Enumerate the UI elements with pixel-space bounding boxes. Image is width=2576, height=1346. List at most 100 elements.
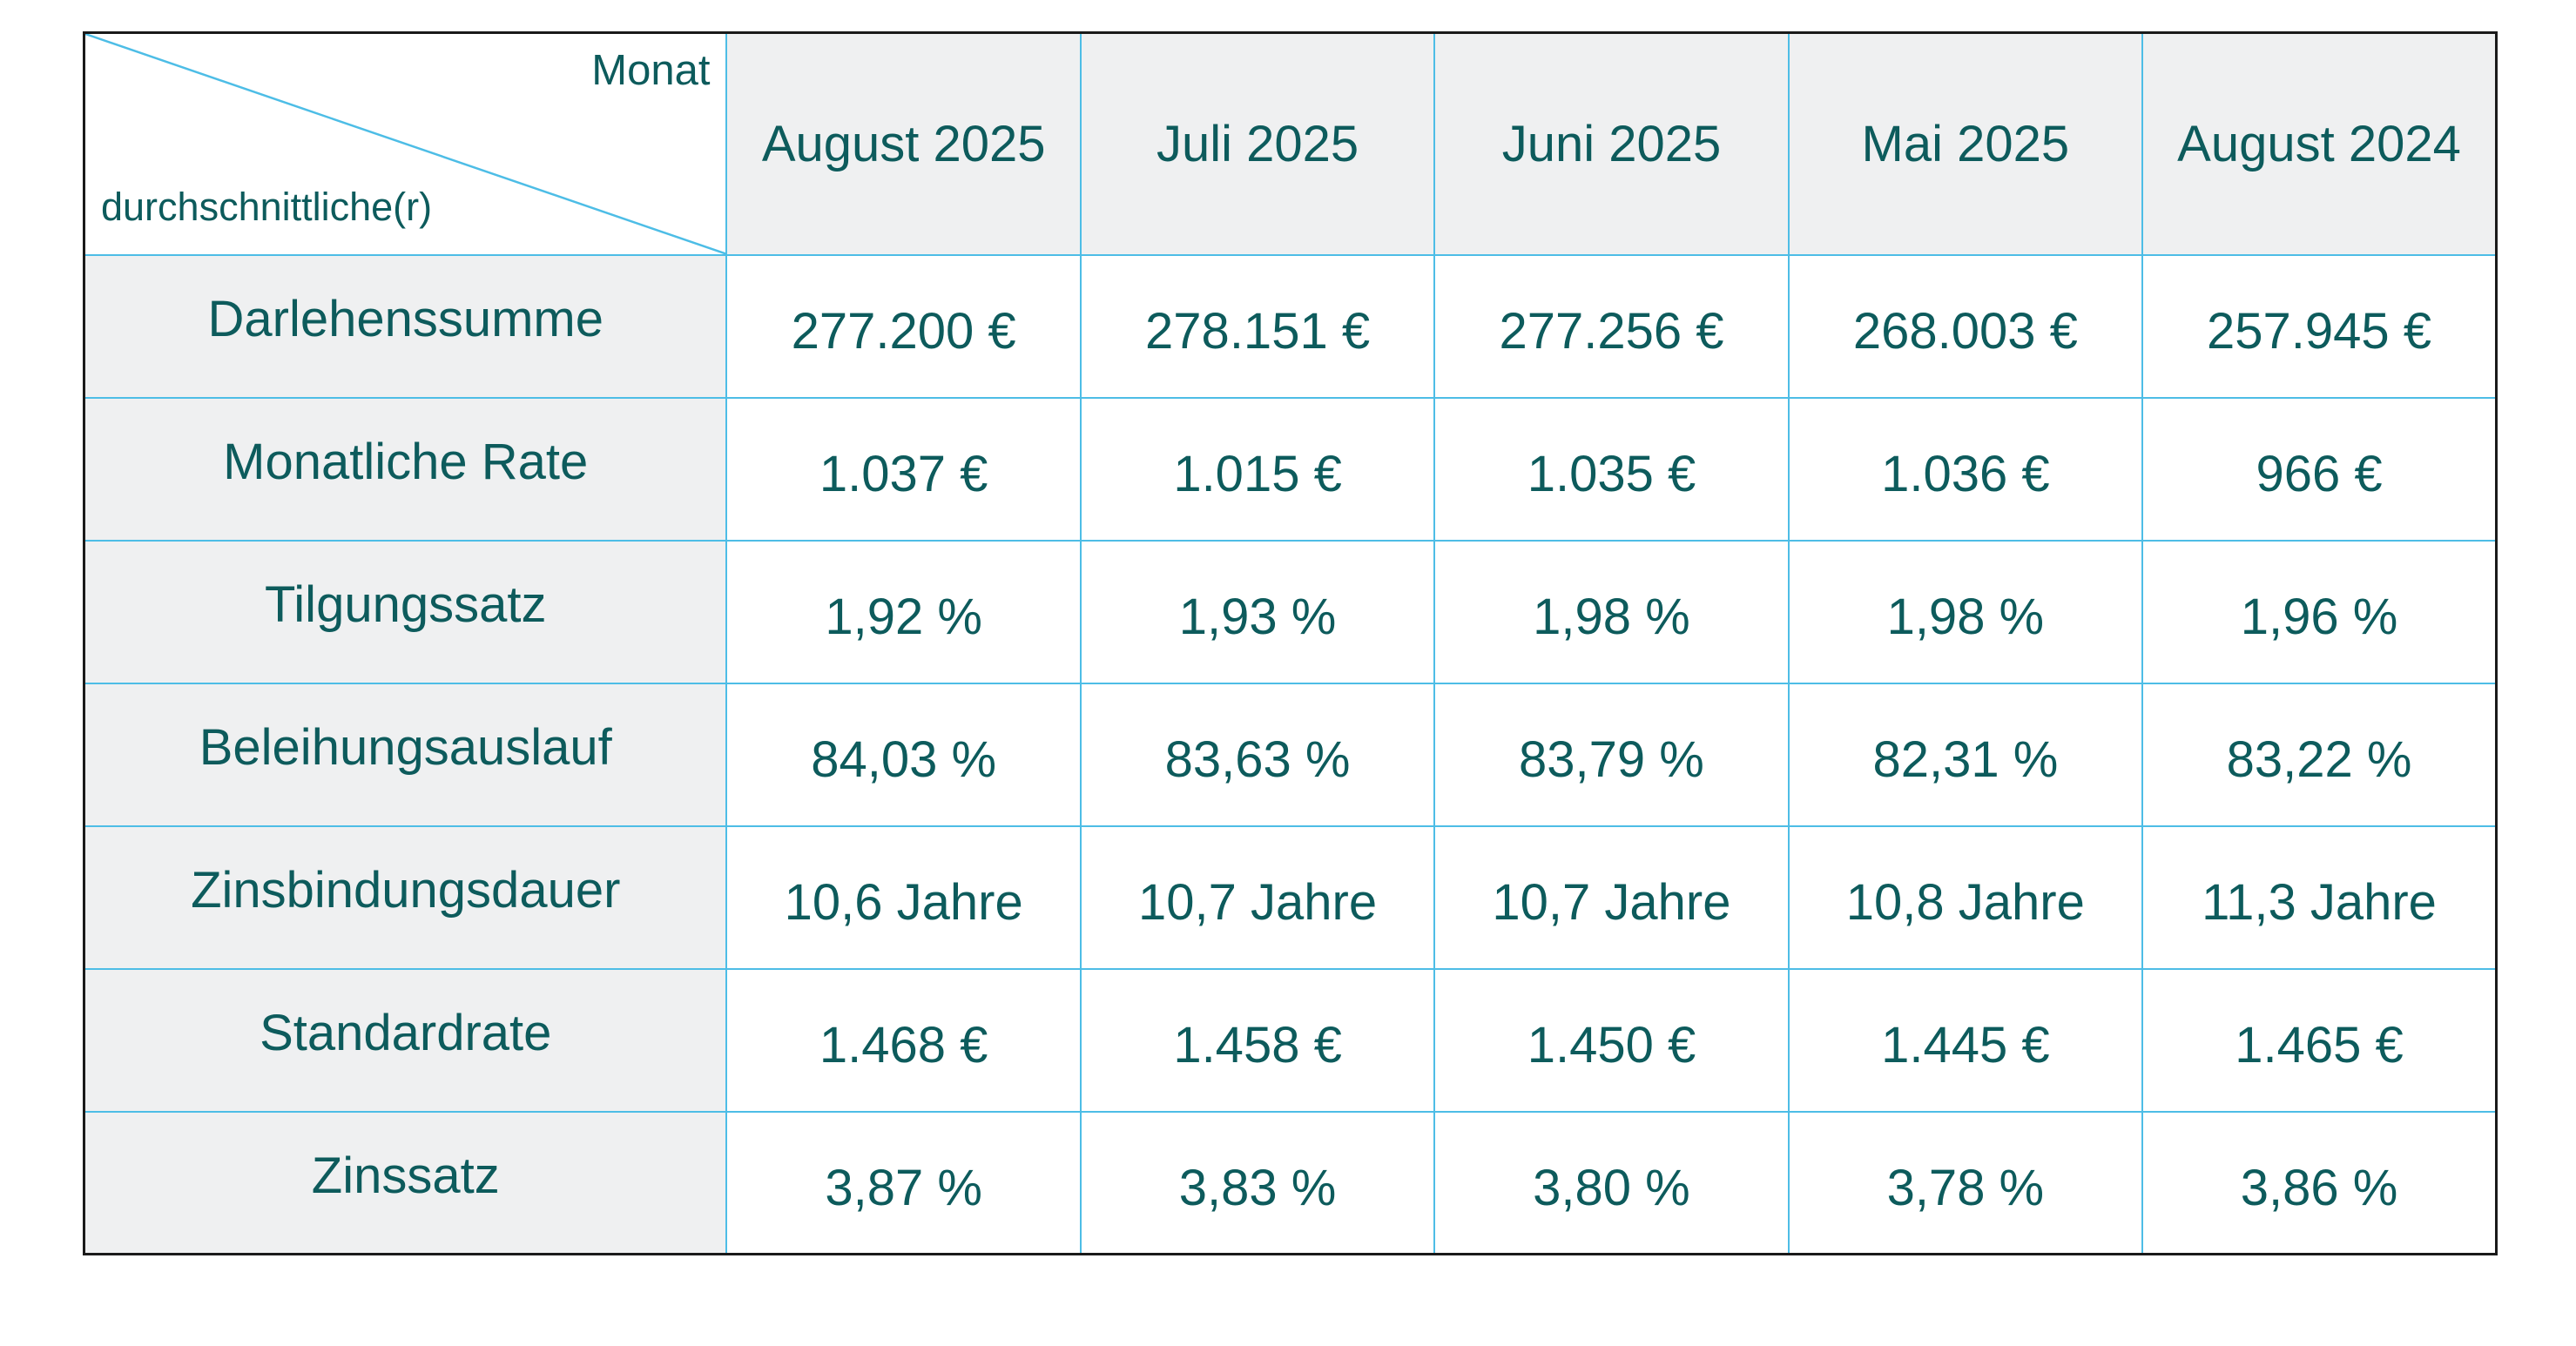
- column-header: Juli 2025: [1079, 31, 1436, 256]
- cell-value: 1,98 %: [1533, 589, 1690, 645]
- value-cell: 966 €: [2141, 396, 2498, 542]
- row-label: Darlehenssumme: [207, 291, 604, 347]
- value-cell: 257.945 €: [2141, 253, 2498, 399]
- value-cell: 10,7 Jahre: [1433, 824, 1790, 970]
- value-cell: 3,80 %: [1433, 1110, 1790, 1255]
- value-cell: 1.458 €: [1079, 967, 1436, 1113]
- row-label: Zinsbindungsdauer: [191, 862, 621, 919]
- cell-value: 277.200 €: [791, 303, 1016, 360]
- cell-value: 1,96 %: [2240, 589, 2398, 645]
- cell-value: 10,7 Jahre: [1492, 874, 1731, 931]
- cell-value: 278.151 €: [1145, 303, 1371, 360]
- row-label-cell: Monatliche Rate: [83, 396, 728, 542]
- cell-value: 3,86 %: [2240, 1159, 2398, 1216]
- cell-value: 1.015 €: [1173, 446, 1342, 502]
- value-cell: 10,7 Jahre: [1079, 824, 1436, 970]
- value-cell: 3,86 %: [2141, 1110, 2498, 1255]
- row-label: Beleihungsauslauf: [199, 719, 612, 776]
- table-row: Zinsbindungsdauer 10,6 Jahre 10,7 Jahre 10,…: [83, 824, 2498, 970]
- value-cell: 1,93 %: [1079, 539, 1436, 684]
- row-label-cell: Zinssatz: [83, 1110, 728, 1255]
- cell-value: 3,83 %: [1178, 1159, 1337, 1216]
- value-cell: 10,6 Jahre: [725, 824, 1082, 970]
- value-cell: 1.445 €: [1787, 967, 2144, 1113]
- cell-value: 1.445 €: [1881, 1017, 2050, 1073]
- cell-value: 84,03 %: [811, 731, 997, 788]
- value-cell: 1.036 €: [1787, 396, 2144, 542]
- column-header: Juni 2025: [1433, 31, 1790, 256]
- value-cell: 11,3 Jahre: [2141, 824, 2498, 970]
- table-row: Monatliche Rate 1.037 € 1.015 € 1.035 € 1.03…: [83, 396, 2498, 542]
- cell-value: 277.256 €: [1499, 303, 1724, 360]
- row-label-cell: Tilgungssatz: [83, 539, 728, 684]
- value-cell: 1.015 €: [1079, 396, 1436, 542]
- table-row: Zinssatz 3,87 % 3,83 % 3,80 % 3,78 % 3,86 %: [83, 1110, 2498, 1255]
- table-row: Standardrate 1.468 € 1.458 € 1.450 € 1.445 €…: [83, 967, 2498, 1113]
- header-row: Monat durchschnittliche(r) August 2025 J…: [83, 31, 2498, 256]
- value-cell: 1,92 %: [725, 539, 1082, 684]
- cell-value: 3,80 %: [1533, 1159, 1690, 1216]
- value-cell: 82,31 %: [1787, 682, 2144, 827]
- value-cell: 1.465 €: [2141, 967, 2498, 1113]
- value-cell: 10,8 Jahre: [1787, 824, 2144, 970]
- cell-value: 11,3 Jahre: [2202, 874, 2437, 931]
- corner-month-label: Monat: [591, 47, 711, 94]
- column-header: August 2024: [2141, 31, 2498, 256]
- cell-value: 10,7 Jahre: [1138, 874, 1378, 931]
- table-row: Beleihungsauslauf 84,03 % 83,63 % 83,79 % 82…: [83, 682, 2498, 827]
- value-cell: 1.468 €: [725, 967, 1082, 1113]
- value-cell: 268.003 €: [1787, 253, 2144, 399]
- value-cell: 1.037 €: [725, 396, 1082, 542]
- value-cell: 3,87 %: [725, 1110, 1082, 1255]
- cell-value: 1,93 %: [1178, 589, 1337, 645]
- value-cell: 83,63 %: [1079, 682, 1436, 827]
- table-row: Tilgungssatz 1,92 % 1,93 % 1,98 % 1,98 % 1,96…: [83, 539, 2498, 684]
- row-label-cell: Beleihungsauslauf: [83, 682, 728, 827]
- value-cell: 1,96 %: [2141, 539, 2498, 684]
- cell-value: 1.036 €: [1881, 446, 2050, 502]
- value-cell: 1.450 €: [1433, 967, 1790, 1113]
- column-header: August 2025: [725, 31, 1082, 256]
- cell-value: 1,92 %: [825, 589, 982, 645]
- cell-value: 83,79 %: [1519, 731, 1704, 788]
- cell-value: 3,87 %: [825, 1159, 982, 1216]
- corner-header-cell: Monat durchschnittliche(r): [83, 31, 728, 256]
- cell-value: 1.458 €: [1173, 1017, 1342, 1073]
- value-cell: 84,03 %: [725, 682, 1082, 827]
- cell-value: 1.450 €: [1527, 1017, 1696, 1073]
- diagonal-divider: [85, 34, 726, 254]
- cell-value: 1.035 €: [1527, 446, 1696, 502]
- row-label-cell: Standardrate: [83, 967, 728, 1113]
- row-label: Monatliche Rate: [223, 434, 589, 490]
- row-label: Standardrate: [260, 1005, 552, 1061]
- value-cell: 278.151 €: [1079, 253, 1436, 399]
- cell-value: 83,63 %: [1164, 731, 1351, 788]
- value-cell: 277.256 €: [1433, 253, 1790, 399]
- mortgage-stats-table: Monat durchschnittliche(r) August 2025 J…: [83, 31, 2498, 1255]
- value-cell: 277.200 €: [725, 253, 1082, 399]
- value-cell: 1,98 %: [1433, 539, 1790, 684]
- cell-value: 10,8 Jahre: [1845, 874, 2085, 931]
- value-cell: 1.035 €: [1433, 396, 1790, 542]
- row-label: Zinssatz: [311, 1147, 500, 1204]
- column-header: Mai 2025: [1787, 31, 2144, 256]
- cell-value: 268.003 €: [1852, 303, 2078, 360]
- cell-value: 1.037 €: [819, 446, 988, 502]
- row-label-cell: Darlehenssumme: [83, 253, 728, 399]
- cell-value: 966 €: [2256, 446, 2383, 502]
- cell-value: 10,6 Jahre: [784, 874, 1023, 931]
- value-cell: 3,83 %: [1079, 1110, 1436, 1255]
- cell-value: 3,78 %: [1886, 1159, 2045, 1216]
- cell-value: 1.468 €: [819, 1017, 988, 1073]
- row-label-cell: Zinsbindungsdauer: [83, 824, 728, 970]
- value-cell: 1,98 %: [1787, 539, 2144, 684]
- table-row: Darlehenssumme 277.200 € 278.151 € 277.256 …: [83, 253, 2498, 399]
- value-cell: 83,79 %: [1433, 682, 1790, 827]
- cell-value: 257.945 €: [2207, 303, 2432, 360]
- value-cell: 83,22 %: [2141, 682, 2498, 827]
- value-cell: 3,78 %: [1787, 1110, 2144, 1255]
- table-container: Monat durchschnittliche(r) August 2025 J…: [83, 31, 2498, 1255]
- cell-value: 1.465 €: [2235, 1017, 2404, 1073]
- row-label: Tilgungssatz: [265, 576, 547, 633]
- cell-value: 83,22 %: [2226, 731, 2412, 788]
